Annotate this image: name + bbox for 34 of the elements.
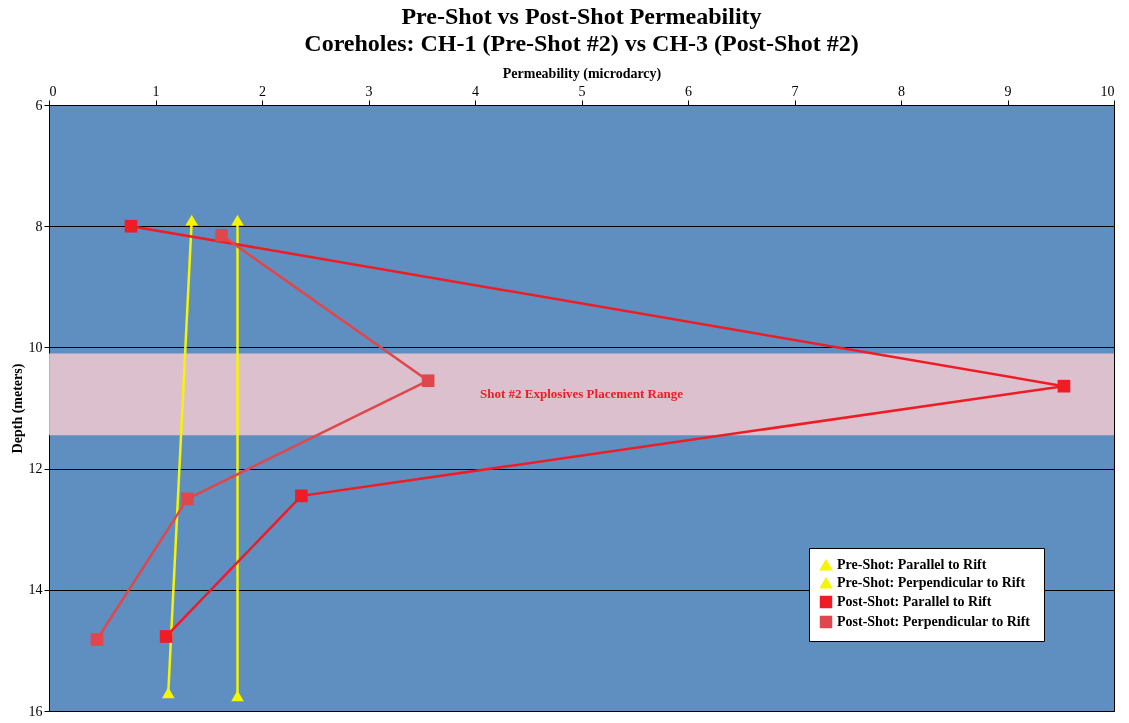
y-tick-label: 6 (35, 97, 43, 113)
x-tick-label: 6 (685, 83, 692, 99)
chart-subtitle: Coreholes: CH-1 (Pre-Shot #2) vs CH-3 (Post-Shot #2) (304, 30, 859, 56)
y-tick-label: 12 (28, 461, 43, 477)
point (124, 219, 138, 233)
legend-label: Pre-Shot: Parallel to Rift (837, 557, 987, 572)
y-tick-label: 14 (28, 582, 43, 598)
x-tick-label: 9 (1004, 83, 1012, 99)
y-tick-label: 16 (28, 703, 43, 719)
x-tick-label: 8 (898, 83, 905, 99)
x-tick-label: 7 (791, 83, 799, 99)
point (181, 492, 194, 506)
legend-label: Pre-Shot: Perpendicular to Rift (837, 575, 1026, 590)
y-tick-label: 8 (35, 218, 43, 234)
point (90, 633, 104, 646)
band-label: Shot #2 Explosives Placement Range (480, 386, 684, 402)
point (215, 228, 228, 242)
x-tick-label: 1 (152, 83, 160, 99)
point (1057, 379, 1071, 393)
x-tick-label: 2 (259, 83, 266, 99)
chart-title: Pre-Shot vs Post-Shot Permeability (401, 3, 762, 29)
legend-label: Post-Shot: Parallel to Rift (837, 594, 992, 609)
x-tick-label: 5 (578, 83, 586, 99)
point (295, 489, 308, 503)
x-tick-label: 4 (472, 83, 479, 99)
point (421, 374, 435, 388)
x-tick-label: 0 (49, 83, 57, 99)
y-tick-label: 10 (28, 339, 43, 355)
x-axis-title: Permeability (microdarcy) (502, 65, 662, 82)
point (159, 630, 173, 643)
x-tick-label: 3 (365, 83, 373, 99)
x-tick-label: 10 (1100, 83, 1115, 99)
y-axis-title: Depth (meters) (9, 363, 26, 454)
legend-label: Post-Shot: Perpendicular to Rift (837, 614, 1031, 629)
